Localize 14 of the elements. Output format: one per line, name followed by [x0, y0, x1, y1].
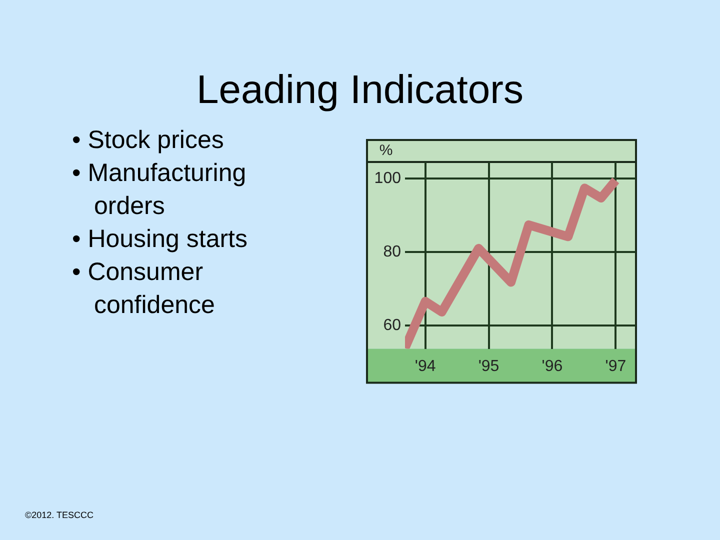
y-tick-label: 60: [383, 317, 402, 334]
y-tick-label: 80: [383, 243, 402, 260]
x-tick-label: '97: [605, 358, 626, 375]
x-tick-label: '94: [414, 358, 436, 375]
text: • Consumer confidence: [72, 257, 216, 321]
chart-title: Leading Indicators: [196, 68, 524, 113]
x-tick-label: '95: [478, 358, 500, 375]
y-tick-label: 100: [374, 170, 402, 187]
y-axis-title: %: [379, 142, 393, 160]
text: • Housing starts: [72, 224, 248, 255]
text: ©2012. TESCCC: [25, 510, 94, 520]
text: • Stock prices: [72, 125, 225, 156]
text: • Manufacturing orders: [72, 158, 248, 222]
x-tick-label: '96: [542, 358, 563, 375]
